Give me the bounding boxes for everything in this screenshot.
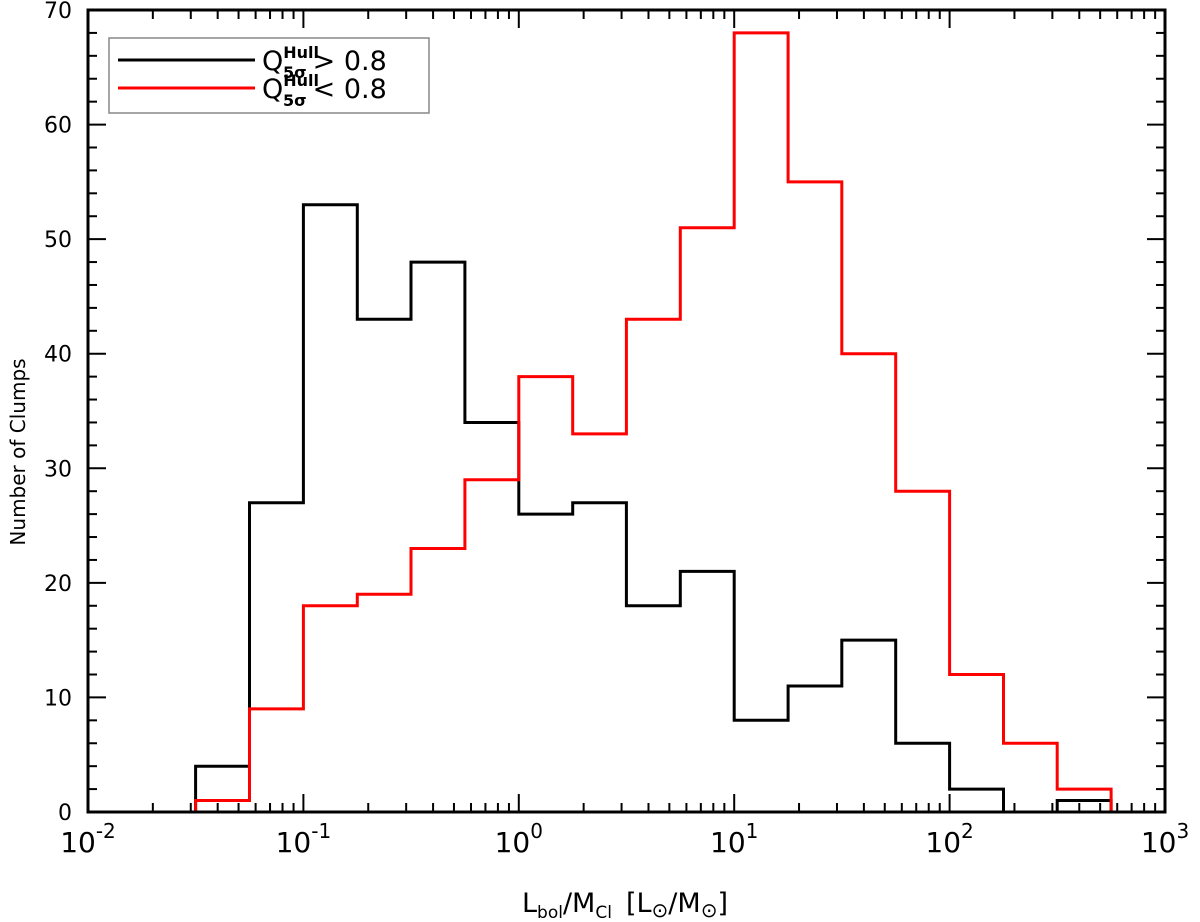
series-0-step-line xyxy=(88,203,1165,814)
x-label-m-sub: Cl xyxy=(595,903,612,922)
x-label-l-sub: bol xyxy=(537,903,563,922)
sun-symbol-1: ⊙ xyxy=(652,898,669,922)
y-tick-label: 10 xyxy=(44,686,72,711)
y-tick-label: 70 xyxy=(44,0,72,24)
x-tick-label: 102 xyxy=(925,819,973,859)
series-layer xyxy=(88,31,1165,814)
ticks-layer xyxy=(87,9,1166,813)
x-tick-label: 100 xyxy=(495,819,543,859)
y-axis-label: Number of Clumps xyxy=(6,358,30,545)
x-label-slash-m: /M xyxy=(668,888,700,919)
y-tick-label: 60 xyxy=(44,114,72,139)
sun-symbol-2: ⊙ xyxy=(701,898,718,922)
legend-label-black: QHull 5σ > 0.8 xyxy=(262,43,387,82)
x-tick-label: 10-1 xyxy=(276,819,332,859)
legend-box xyxy=(108,37,430,114)
y-tick-label: 30 xyxy=(44,457,72,482)
x-tick-label: 101 xyxy=(710,819,758,859)
x-tick-label: 10-2 xyxy=(60,819,116,859)
y-tick-label: 40 xyxy=(44,343,72,368)
x-label-m: /M xyxy=(563,888,595,919)
series-1-step-line xyxy=(88,31,1165,814)
x-label-bracket-open: [L xyxy=(626,888,652,919)
y-tick-labels: 0 10 20 30 40 50 60 70 xyxy=(44,0,72,826)
x-tick-label: 103 xyxy=(1141,819,1189,859)
x-tick-labels: 10-2 10-1 100 101 102 103 xyxy=(60,819,1189,859)
x-axis-label: Lbol/MCl [L⊙/M⊙] xyxy=(522,888,728,922)
plot-frame xyxy=(86,8,1167,814)
legend: QHull 5σ > 0.8 QHull 5σ < 0.8 xyxy=(108,37,430,114)
x-label-l: L xyxy=(522,888,537,919)
y-tick-label: 20 xyxy=(44,572,72,597)
y-tick-label: 50 xyxy=(44,228,72,253)
x-label-bracket-close: ] xyxy=(717,888,728,919)
legend-label-red: QHull 5σ < 0.8 xyxy=(262,71,387,110)
y-tick-label: 0 xyxy=(58,801,72,826)
